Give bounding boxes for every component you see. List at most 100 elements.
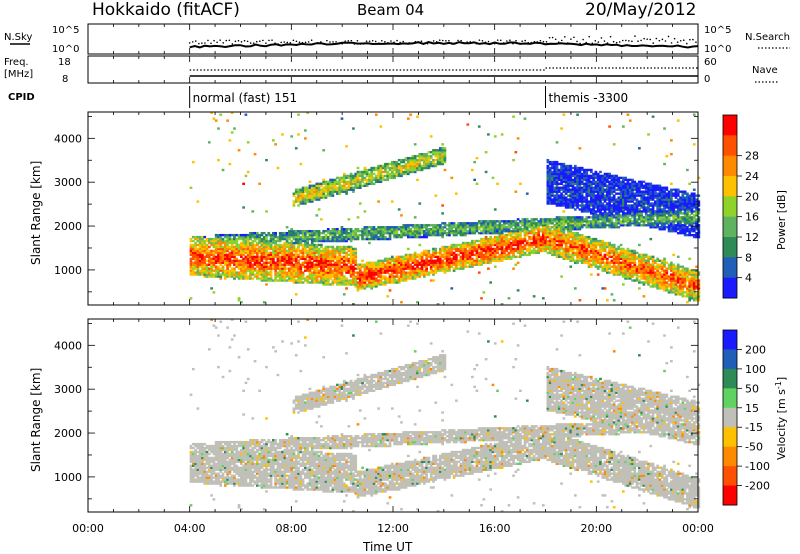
power-cell <box>397 158 401 162</box>
nsearch-dot <box>381 39 383 42</box>
power-cell <box>571 166 575 170</box>
power-cell <box>262 243 266 247</box>
power-cell <box>397 255 401 259</box>
power-cell <box>292 204 296 207</box>
power-cell <box>304 265 307 268</box>
power-cell <box>189 263 193 266</box>
nsearch-dot <box>362 43 365 45</box>
power-cell <box>256 273 259 276</box>
power-cell <box>278 249 282 253</box>
power-cell <box>239 259 243 262</box>
power-cell <box>491 247 495 251</box>
power-cell <box>219 245 223 249</box>
power-cell <box>267 253 271 257</box>
power-cell <box>304 237 307 241</box>
power-cell <box>551 226 554 229</box>
power-cell <box>384 162 387 166</box>
power-cell <box>281 233 284 237</box>
power-cell <box>237 233 241 237</box>
power-cell <box>308 237 312 241</box>
power-cell <box>276 239 280 243</box>
power-cell <box>217 237 220 241</box>
power-cell <box>299 190 303 193</box>
power-cell <box>198 251 202 255</box>
power-cell <box>331 228 335 231</box>
power-cell <box>292 263 296 266</box>
power-cell <box>299 265 303 268</box>
power-cell <box>308 231 312 235</box>
power-cell <box>267 255 271 259</box>
power-cell <box>233 241 236 245</box>
power-cell <box>301 235 305 239</box>
power-cell <box>562 194 566 197</box>
power-cell <box>411 154 415 158</box>
power-cell <box>395 226 399 229</box>
power-cell <box>356 216 360 219</box>
power-cell <box>457 267 460 270</box>
power-cell <box>310 235 314 239</box>
nsearch-dot <box>478 39 481 41</box>
power-cell <box>196 269 200 272</box>
power-cell <box>299 237 303 241</box>
power-cell <box>299 202 303 205</box>
nsearch-dot <box>399 41 401 44</box>
power-cell <box>349 228 353 231</box>
power-cell <box>210 237 213 241</box>
power-cell <box>205 251 209 255</box>
nsearch-dot <box>542 40 545 43</box>
power-cell <box>262 261 266 264</box>
power-cell <box>573 208 577 211</box>
power-cell <box>272 261 275 264</box>
power-cell <box>484 235 488 239</box>
power-cell <box>237 297 241 300</box>
nsearch-dot <box>429 41 432 44</box>
power-cell <box>283 271 287 274</box>
power-cell <box>301 275 305 278</box>
power-cell <box>244 275 248 278</box>
nsearch-dot <box>198 42 200 45</box>
power-cell <box>338 229 342 233</box>
power-cell <box>304 247 307 251</box>
power-cell <box>441 147 444 150</box>
power-cell <box>219 239 223 243</box>
power-cell <box>212 257 216 261</box>
power-cell <box>301 196 305 199</box>
power-cell <box>315 255 319 259</box>
power-cell <box>404 224 408 227</box>
power-cell <box>267 245 271 249</box>
nsearch-dot <box>438 39 441 41</box>
power-data-cells <box>189 111 701 306</box>
power-cell <box>294 229 298 233</box>
power-cell <box>601 174 605 178</box>
power-cell <box>390 255 394 259</box>
power-cell <box>429 154 433 158</box>
nsearch-dot <box>225 39 228 42</box>
power-cell <box>294 257 298 261</box>
nsearch-dot <box>503 42 505 44</box>
power-cell <box>217 255 220 259</box>
power-cell <box>310 237 314 241</box>
nsearch-dot <box>326 39 328 42</box>
power-cell <box>308 249 312 253</box>
power-cell <box>301 273 305 276</box>
power-cell <box>191 263 195 266</box>
power-cell <box>260 265 264 268</box>
power-cell <box>210 111 213 114</box>
power-cell <box>429 228 433 231</box>
freq-tick-top: 18 <box>58 57 71 68</box>
power-cell <box>260 275 264 278</box>
power-cell <box>196 247 200 251</box>
power-cell <box>448 222 451 225</box>
power-cell <box>455 224 458 227</box>
power-cell <box>297 231 300 235</box>
power-cell <box>246 241 250 245</box>
power-cell <box>274 279 277 282</box>
power-cell <box>301 186 305 189</box>
power-cell <box>301 245 305 249</box>
power-cell <box>443 168 447 172</box>
power-cell <box>372 172 376 176</box>
power-cell <box>583 168 586 172</box>
power-cell <box>276 271 280 274</box>
power-cell <box>308 194 312 197</box>
nsearch-dot <box>649 38 652 41</box>
